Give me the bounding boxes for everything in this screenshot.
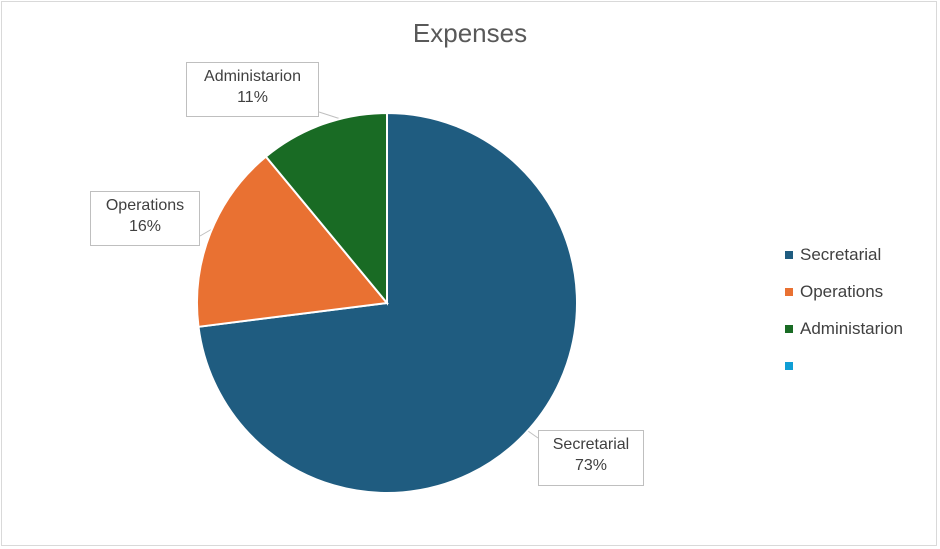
legend-item-secretarial: Secretarial bbox=[785, 236, 903, 273]
legend-swatch bbox=[785, 361, 793, 370]
legend-swatch bbox=[785, 250, 793, 259]
leader-line-secretarial bbox=[527, 430, 539, 439]
pie-slice-operations bbox=[196, 155, 389, 328]
data-label-operations: Operations 16% bbox=[90, 191, 200, 246]
data-label-administarion: Administarion 11% bbox=[186, 62, 319, 117]
data-label-category: Administarion bbox=[204, 68, 301, 85]
legend-item-administarion: Administarion bbox=[785, 310, 903, 347]
chart-title: Expenses bbox=[412, 18, 528, 48]
data-label-secretarial: Secretarial 73% bbox=[538, 430, 644, 486]
data-label-value: 16% bbox=[128, 218, 162, 235]
pie-slices bbox=[196, 111, 578, 494]
data-label-value: 11% bbox=[237, 89, 268, 106]
data-label-value: 73% bbox=[574, 457, 608, 474]
leader-line-operations bbox=[199, 228, 213, 237]
pie-slice-administarion bbox=[264, 111, 388, 306]
legend-item-operations: Operations bbox=[785, 273, 903, 310]
legend: Secretarial Operations Administarion bbox=[785, 236, 903, 384]
legend-swatch bbox=[785, 324, 793, 333]
legend-swatch bbox=[785, 287, 793, 296]
legend-item-empty bbox=[785, 347, 903, 384]
data-label-category: Operations bbox=[105, 197, 185, 214]
legend-label: Operations bbox=[800, 281, 884, 301]
data-label-category: Secretarial bbox=[552, 436, 630, 453]
legend-label: Secretarial bbox=[800, 244, 882, 264]
legend-label: Administarion bbox=[800, 318, 903, 338]
